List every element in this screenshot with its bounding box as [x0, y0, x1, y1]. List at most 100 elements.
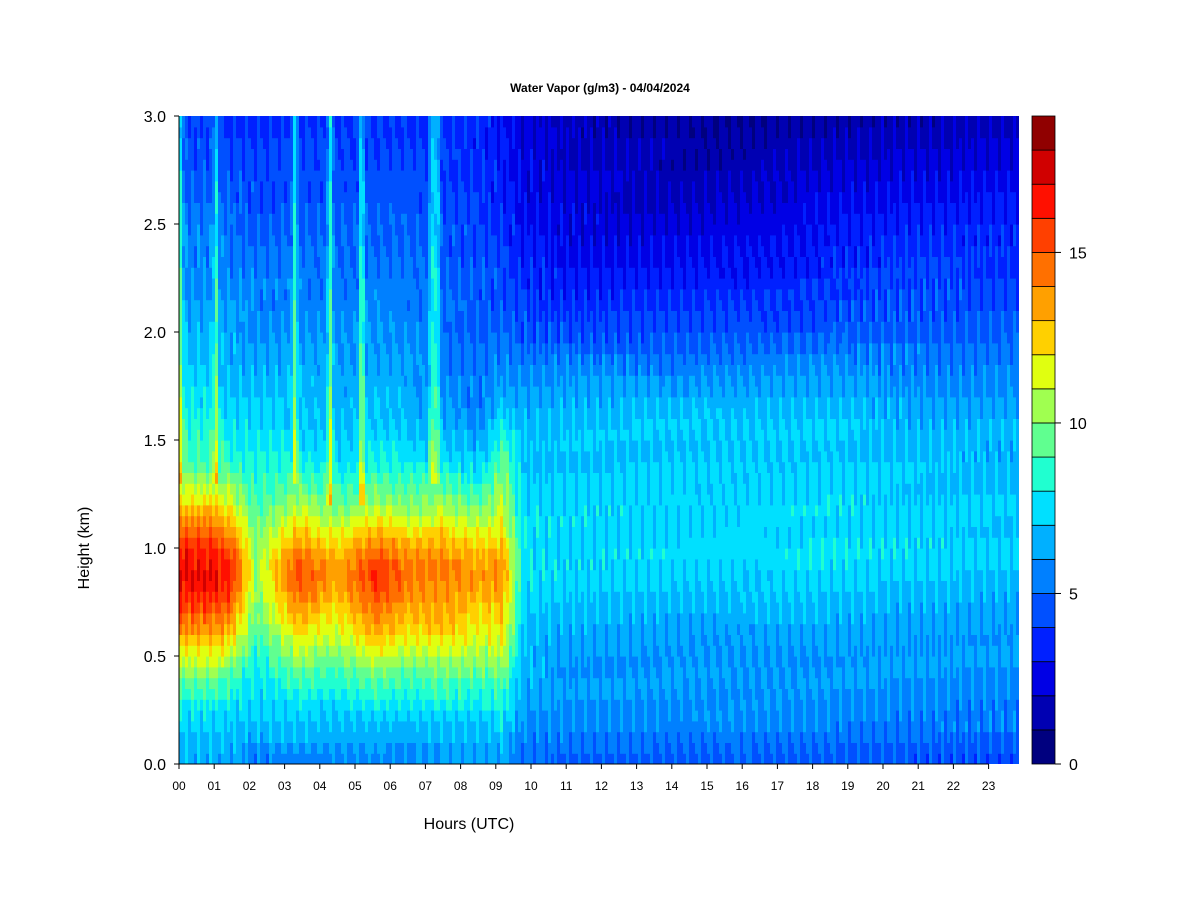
heatmap-cell — [200, 494, 204, 506]
heatmap-cell — [197, 245, 201, 257]
heatmap-cell — [233, 656, 237, 668]
heatmap-cell — [182, 558, 186, 571]
heatmap-cell — [209, 159, 213, 171]
heatmap-cell — [185, 407, 189, 419]
heatmap-cell — [224, 504, 228, 517]
heatmap-cell — [179, 602, 183, 614]
heatmap-cell — [185, 418, 189, 430]
heatmap-cell — [203, 126, 207, 139]
heatmap-cell — [206, 202, 210, 214]
heatmap-cell — [233, 710, 237, 722]
heatmap-cell — [182, 699, 186, 711]
heatmap-cell — [212, 396, 216, 409]
heatmap-cell — [218, 504, 222, 517]
heatmap-cell — [233, 623, 237, 635]
heatmap-cell — [215, 224, 219, 236]
heatmap-cell — [182, 321, 186, 333]
heatmap-cell — [212, 591, 216, 603]
heatmap-cell — [218, 170, 222, 182]
heatmap-cell — [233, 731, 237, 743]
heatmap-cell — [212, 170, 216, 182]
heatmap-cell — [221, 418, 225, 430]
heatmap-cell — [221, 245, 225, 257]
heatmap-cell — [188, 440, 192, 452]
heatmap-cell — [179, 191, 183, 203]
heatmap-cell — [197, 396, 201, 409]
heatmap-cell — [224, 267, 228, 279]
heatmap-cell — [209, 731, 213, 743]
heatmap-cell — [200, 461, 204, 473]
heatmap-cell — [233, 677, 237, 689]
heatmap-cell — [197, 569, 201, 581]
heatmap-cell — [191, 612, 195, 625]
heatmap-cell — [227, 688, 231, 700]
heatmap-cell — [188, 202, 192, 214]
heatmap-cell — [215, 548, 219, 560]
heatmap-cell — [182, 267, 186, 279]
heatmap-cell — [230, 418, 234, 430]
heatmap-cell — [218, 526, 222, 538]
heatmap-cell — [203, 386, 207, 398]
heatmap-cell — [188, 677, 192, 689]
heatmap-cell — [224, 440, 228, 452]
heatmap-cell — [194, 731, 198, 743]
heatmap-cell — [209, 645, 213, 657]
heatmap-cell — [227, 213, 231, 225]
heatmap-cell — [200, 288, 204, 301]
heatmap-cell — [185, 396, 189, 409]
heatmap-cell — [221, 688, 225, 700]
heatmap-cell — [209, 656, 213, 668]
heatmap-cell — [221, 623, 225, 635]
heatmap-cell — [212, 483, 216, 495]
heatmap-cell — [206, 126, 210, 139]
heatmap-cell — [215, 353, 219, 365]
heatmap-cell — [233, 753, 237, 764]
heatmap-cell — [221, 310, 225, 322]
heatmap-cell — [212, 494, 216, 506]
heatmap-cell — [200, 299, 204, 311]
heatmap-cell — [200, 159, 204, 171]
heatmap-cell — [209, 440, 213, 452]
heatmap-cell — [212, 742, 216, 754]
heatmap-cell — [236, 666, 240, 679]
heatmap-cell — [206, 645, 210, 657]
heatmap-cell — [221, 407, 225, 419]
heatmap-cell — [209, 310, 213, 322]
heatmap-cell — [179, 418, 183, 430]
heatmap-cell — [197, 256, 201, 268]
heatmap-cell — [227, 126, 231, 139]
heatmap-cell — [227, 364, 231, 376]
heatmap-cell — [233, 180, 237, 193]
heatmap-cell — [233, 699, 237, 711]
heatmap-cell — [221, 180, 225, 193]
heatmap-cell — [182, 440, 186, 452]
heatmap-cell — [209, 548, 213, 560]
heatmap-cell — [203, 137, 207, 149]
heatmap-cell — [200, 677, 204, 689]
heatmap-cell — [185, 656, 189, 668]
heatmap-cell — [200, 191, 204, 203]
heatmap-cell — [182, 180, 186, 193]
heatmap-cell — [182, 688, 186, 700]
heatmap-cell — [203, 321, 207, 333]
heatmap-cell — [203, 116, 207, 128]
heatmap-cell — [203, 180, 207, 193]
heatmap-cell — [200, 180, 204, 193]
heatmap-cell — [188, 731, 192, 743]
heatmap-cell — [182, 742, 186, 754]
heatmap-cell — [233, 310, 237, 322]
heatmap-cell — [230, 569, 234, 581]
heatmap-cell — [233, 580, 237, 592]
heatmap-cell — [179, 310, 183, 322]
heatmap-cell — [218, 310, 222, 322]
heatmap-cell — [191, 645, 195, 657]
heatmap-cell — [212, 148, 216, 160]
heatmap-cell — [200, 526, 204, 538]
heatmap-cell — [179, 332, 183, 344]
heatmap-cell — [221, 731, 225, 743]
heatmap-cell — [179, 170, 183, 182]
heatmap-cell — [179, 256, 183, 268]
heatmap-cell — [212, 515, 216, 527]
heatmap-cell — [206, 267, 210, 279]
heatmap-cell — [230, 602, 234, 614]
